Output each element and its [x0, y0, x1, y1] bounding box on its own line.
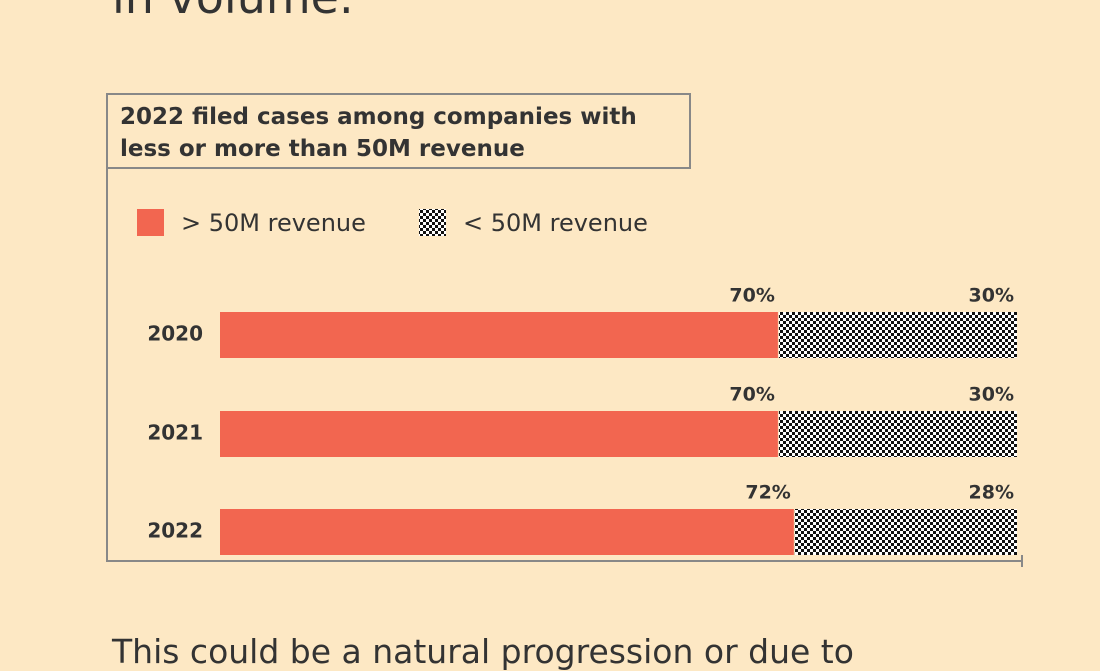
legend-label: < 50M revenue — [463, 209, 648, 237]
bar-segment — [778, 411, 1017, 457]
value-label: 72% — [745, 482, 790, 504]
value-label: 70% — [729, 384, 774, 406]
y-tick-label: 2022 — [147, 519, 203, 543]
bar-segment — [220, 411, 778, 457]
legend-label: > 50M revenue — [181, 209, 366, 237]
bar-segment — [778, 312, 1017, 358]
intro-text: in volume. — [112, 0, 354, 24]
value-label: 30% — [969, 285, 1014, 307]
legend-swatch — [419, 209, 446, 236]
y-tick-label: 2021 — [147, 421, 203, 445]
value-label: 70% — [729, 285, 774, 307]
legend-swatch — [137, 209, 164, 236]
value-label: 28% — [969, 482, 1014, 504]
bar-segment — [220, 509, 794, 555]
bar-segment — [794, 509, 1017, 555]
value-label: 30% — [969, 384, 1014, 406]
chart-title: 2022 filed cases among companies with le… — [106, 93, 691, 169]
y-tick-label: 2020 — [147, 322, 203, 346]
outro-text: This could be a natural progression or d… — [112, 632, 854, 671]
bar-segment — [220, 312, 778, 358]
